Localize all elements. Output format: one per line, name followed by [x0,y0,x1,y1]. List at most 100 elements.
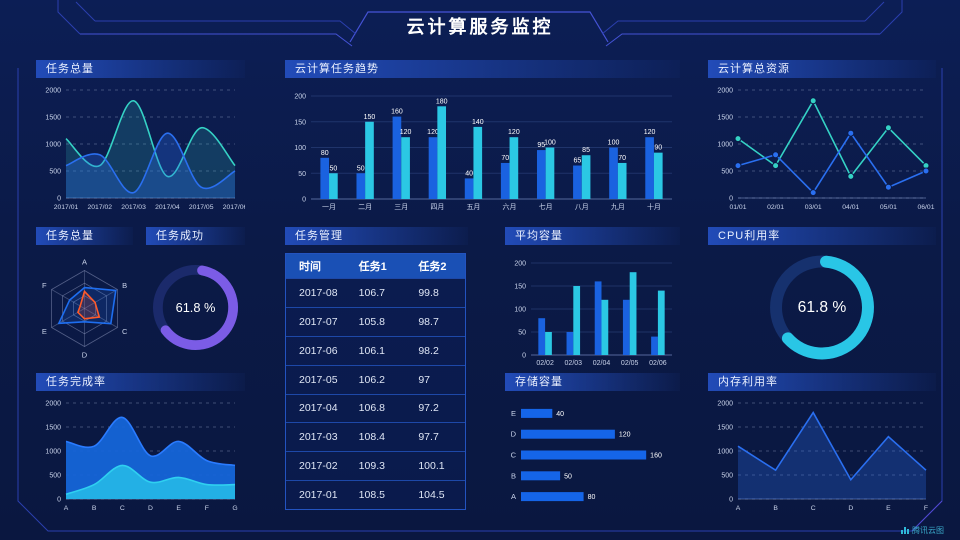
svg-text:C: C [122,327,128,336]
svg-text:2017/04: 2017/04 [155,204,180,211]
svg-text:80: 80 [588,494,596,501]
svg-text:150: 150 [364,114,376,121]
svg-text:85: 85 [582,147,590,154]
svg-text:1500: 1500 [717,425,733,432]
svg-text:02/02: 02/02 [536,360,554,367]
table-cell: 100.1 [418,460,445,473]
panel-task-total-line: 任务总量 0 500 1000 1500 2000 2017/01 2017/02 2017/… [36,60,245,212]
table-cell: 2017-04 [299,402,338,415]
brand-watermark-label: 腾讯云图 [912,526,944,535]
table-cell: 106.8 [358,402,385,415]
panel-title: 任务管理 [285,227,468,245]
table-cell: 2017-01 [299,489,338,502]
svg-text:1500: 1500 [717,115,733,122]
svg-text:160: 160 [391,109,403,116]
svg-text:E: E [42,327,47,336]
table-cell: 108.5 [358,489,385,502]
svg-text:05/01: 05/01 [880,204,897,211]
svg-text:B: B [122,281,127,290]
svg-text:180: 180 [436,98,448,105]
svg-text:2000: 2000 [45,401,61,408]
svg-text:三月: 三月 [394,203,408,211]
table-cell: 2017-07 [299,315,338,328]
storage-hbar-chart: E 40 D 120 C 160 B 50 A 80 [511,408,662,502]
table-cell: 106.1 [358,344,385,357]
table-cell: 97.7 [418,431,439,444]
svg-text:B: B [511,471,516,480]
page-title: 云计算服务监控 [406,17,554,37]
panel-title: 任务完成率 [36,373,245,391]
svg-text:160: 160 [650,453,662,460]
table-row: 2017-08 106.7 99.8 [286,278,465,307]
table-cell: 2017-03 [299,431,338,444]
svg-text:1000: 1000 [717,449,733,456]
svg-text:06/01: 06/01 [917,204,934,211]
svg-text:50: 50 [518,330,526,337]
svg-text:1500: 1500 [45,425,61,432]
svg-text:150: 150 [294,119,306,126]
svg-text:C: C [511,451,517,460]
svg-text:0: 0 [57,497,61,504]
svg-text:90: 90 [654,145,662,152]
svg-text:50: 50 [298,171,306,178]
cpu-usage-donut: 61.8 % [770,255,874,360]
table-cell: 105.8 [358,315,385,328]
svg-text:50: 50 [329,165,337,172]
svg-text:200: 200 [514,261,526,268]
panel-completion: 任务完成率 0 500 1000 1500 2000 A B C D E F G [36,373,245,513]
svg-text:D: D [511,430,517,439]
svg-text:1000: 1000 [45,142,61,149]
svg-text:100: 100 [544,140,556,147]
svg-text:120: 120 [644,129,656,136]
table-cell: 2017-02 [299,460,338,473]
svg-text:70: 70 [501,155,509,162]
panel-title: 任务成功 [146,227,245,245]
svg-text:D: D [848,505,853,512]
svg-text:02/01: 02/01 [767,204,784,211]
table-header-cell: 任务2 [418,261,447,273]
table-header-cell: 任务1 [358,261,387,273]
table-row: 2017-06 106.1 98.2 [286,335,465,365]
table-cell: 97.2 [418,402,439,415]
svg-text:65: 65 [574,158,582,165]
svg-text:F: F [924,505,928,512]
svg-text:E: E [886,505,891,512]
svg-text:120: 120 [427,129,439,136]
table-row: 2017-01 108.5 104.5 [286,480,465,509]
svg-text:F: F [42,281,47,290]
svg-text:95: 95 [537,142,545,149]
svg-text:0: 0 [729,497,733,504]
panel-task-trend: 云计算任务趋势 0 50 100 150 200 一月 二月 三月 四月 五月 六月 七月 八月 九月 十月… [285,60,680,212]
svg-text:0: 0 [302,197,306,204]
svg-text:2017/05: 2017/05 [189,204,214,211]
panel-title: 云计算总资源 [708,60,936,78]
svg-text:500: 500 [721,473,733,480]
svg-text:F: F [205,505,209,512]
task-success-donut: 61.8 % [152,264,239,351]
completion-area-chart: 0 500 1000 1500 2000 A B C D E F G [45,401,237,513]
svg-text:04/01: 04/01 [842,204,859,211]
svg-text:九月: 九月 [611,202,625,211]
table-header-cell: 时间 [299,261,321,273]
svg-text:2017/02: 2017/02 [88,204,113,211]
svg-text:40: 40 [465,170,473,177]
table-row: 2017-04 106.8 97.2 [286,393,465,423]
svg-text:八月: 八月 [575,203,589,211]
table-cell: 109.3 [358,460,385,473]
panel-avg-capacity: 平均容量 0 50 100 150 200 02/02 02/03 02/04 02/05 02/… [505,227,680,368]
panel-cpu-usage: CPU利用率 61.8 % [708,227,936,368]
task-radar-chart: A B C D E F [42,258,128,360]
panel-title: 任务总量 [36,60,245,78]
panel-title: 存储容量 [505,373,680,391]
svg-text:120: 120 [619,432,631,439]
table-cell: 97 [418,373,431,386]
svg-text:A: A [736,505,741,512]
table-cell: 106.7 [358,286,385,299]
svg-text:0: 0 [522,353,526,360]
panel-task-table: 任务管理 时间 任务1 任务2 2017-08 106.7 99.8 2017-07 105.… [285,227,468,512]
table-row: 2017-05 106.2 97 [286,364,465,394]
svg-text:02/03: 02/03 [565,360,583,367]
svg-text:B: B [92,505,97,512]
svg-text:七月: 七月 [539,202,553,211]
svg-text:0: 0 [57,196,61,203]
